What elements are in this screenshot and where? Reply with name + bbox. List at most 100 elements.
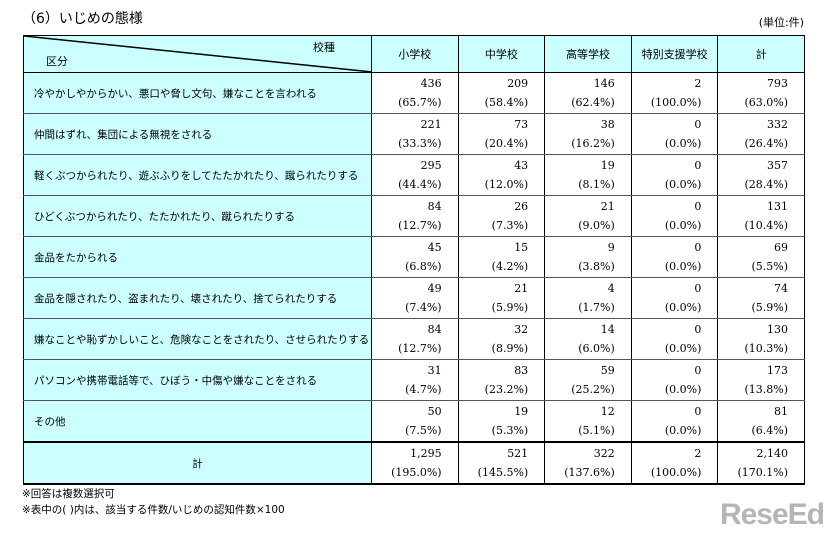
percent: (58.4%) — [484, 96, 529, 109]
column-header: 高等学校 — [544, 35, 632, 73]
value-cell: 221 (33.3%) — [371, 113, 459, 155]
count: 69 — [774, 241, 788, 254]
page-title: （6）いじめの態様 — [22, 11, 143, 27]
value-cell: 38 (16.2%) — [544, 113, 632, 155]
count: 84 — [427, 323, 442, 336]
percent: (26.4%) — [744, 137, 788, 150]
row-label: その他 — [23, 400, 372, 443]
count: 45 — [427, 241, 442, 254]
column-header: 計 — [717, 35, 805, 73]
percent: (0.0%) — [664, 219, 702, 232]
row-label: 軽くぶつかられたり、遊ぶふりをしてたたかれたり、蹴られたりする — [23, 154, 372, 196]
value-cell: 0 (0.0%) — [630, 400, 719, 443]
value-cell: 83 (23.2%) — [457, 359, 546, 401]
column-header: 特別支援学校 — [630, 35, 719, 73]
table-row: 仲間はずれ、集団による無視をされる 221 (33.3%) 73 (20.4%) 38 (1… — [23, 113, 805, 155]
percent: (63.0%) — [744, 96, 788, 109]
percent: (0.0%) — [664, 342, 702, 355]
count: 173 — [767, 364, 788, 377]
count: 131 — [767, 200, 788, 213]
table-row: ひどくぶつかられたり、たたかれたり、蹴られたりする 84 (12.7%) 26 (7.3… — [23, 195, 805, 237]
value-cell: 0 (0.0%) — [630, 195, 719, 237]
corner-header: 校種 区分 — [23, 35, 372, 73]
row-label: 金品を隠されたり、盗まれたり、壊されたり、捨てられたりする — [23, 277, 372, 319]
percent: (6.0%) — [578, 342, 615, 355]
value-cell: 84 (12.7%) — [371, 195, 459, 237]
percent: (5.1%) — [578, 424, 615, 437]
percent: (28.4%) — [744, 178, 788, 191]
percent: (23.2%) — [484, 383, 529, 396]
watermark-logo: ReseEd — [719, 498, 825, 531]
percent: (4.7%) — [405, 383, 442, 396]
count: 521 — [507, 447, 529, 460]
footnote: ※回答は複数選択可 — [22, 488, 115, 500]
value-cell: 4 (1.7%) — [544, 277, 632, 319]
percent: (7.3%) — [491, 219, 529, 232]
percent: (12.7%) — [398, 219, 442, 232]
footnote: ※表中の( )内は、該当する件数/いじめの認知件数×100 — [22, 504, 285, 516]
percent: (5.3%) — [491, 424, 529, 437]
percent: (100.0%) — [650, 466, 702, 479]
bullying-types-table: 校種 区分 小学校 中学校 高等学校 特別支援学校 計 冷やかしやからかい、悪口… — [23, 35, 805, 485]
value-cell: 19 (8.1%) — [544, 154, 632, 196]
percent: (12.7%) — [398, 342, 442, 355]
row-label: 計 — [23, 441, 372, 485]
count: 0 — [694, 323, 702, 336]
percent: (12.0%) — [484, 178, 529, 191]
corner-bottom-label: 区分 — [46, 55, 68, 68]
percent: (137.6%) — [564, 466, 615, 479]
value-cell: 2 (100.0%) — [630, 441, 719, 485]
value-cell: 0 (0.0%) — [630, 236, 719, 278]
table-row: 軽くぶつかられたり、遊ぶふりをしてたたかれたり、蹴られたりする 295 (44.4%… — [23, 154, 805, 196]
row-label: 金品をたかられる — [23, 236, 372, 278]
count: 43 — [514, 159, 529, 172]
percent: (10.4%) — [744, 219, 788, 232]
count: 130 — [767, 323, 788, 336]
count: 0 — [694, 241, 702, 254]
value-cell: 31 (4.7%) — [371, 359, 459, 401]
percent: (8.9%) — [491, 342, 529, 355]
count: 2 — [694, 77, 702, 90]
table-row: 金品を隠されたり、盗まれたり、壊されたり、捨てられたりする 49 (7.4%) 21 (… — [23, 277, 805, 319]
percent: (44.4%) — [398, 178, 442, 191]
count: 38 — [600, 118, 615, 131]
table-row: パソコンや携帯電話等で、ひぼう・中傷や嫌なことをされる 31 (4.7%) 83 (23… — [23, 359, 805, 401]
count: 0 — [694, 118, 702, 131]
percent: (0.0%) — [664, 178, 702, 191]
percent: (170.1%) — [737, 466, 788, 479]
percent: (0.0%) — [664, 424, 702, 437]
count: 436 — [420, 77, 442, 90]
count: 357 — [767, 159, 788, 172]
percent: (13.8%) — [744, 383, 788, 396]
value-cell: 14 (6.0%) — [544, 318, 632, 360]
unit-label: (単位:件) — [758, 16, 804, 29]
percent: (3.8%) — [578, 260, 615, 273]
value-cell: 69 (5.5%) — [717, 236, 805, 278]
percent: (5.9%) — [491, 301, 529, 314]
value-cell: 131 (10.4%) — [717, 195, 805, 237]
value-cell: 49 (7.4%) — [371, 277, 459, 319]
percent: (10.3%) — [744, 342, 788, 355]
count: 73 — [514, 118, 529, 131]
count: 2,140 — [756, 447, 789, 460]
count: 322 — [593, 447, 615, 460]
value-cell: 295 (44.4%) — [371, 154, 459, 196]
value-cell: 332 (26.4%) — [717, 113, 805, 155]
count: 84 — [427, 200, 442, 213]
percent: (0.0%) — [664, 137, 702, 150]
row-label: 嫌なことや恥ずかしいこと、危険なことをされたり、させられたりする — [23, 318, 372, 360]
row-label: 冷やかしやからかい、悪口や脅し文句、嫌なことを言われる — [23, 72, 372, 114]
value-cell: 793 (63.0%) — [717, 72, 805, 114]
count: 21 — [600, 200, 615, 213]
value-cell: 73 (20.4%) — [457, 113, 546, 155]
count: 146 — [593, 77, 615, 90]
value-cell: 436 (65.7%) — [371, 72, 459, 114]
value-cell: 59 (25.2%) — [544, 359, 632, 401]
value-cell: 21 (9.0%) — [544, 195, 632, 237]
value-cell: 322 (137.6%) — [544, 441, 632, 485]
count: 19 — [600, 159, 615, 172]
count: 31 — [427, 364, 442, 377]
footnotes: ※回答は複数選択可 ※表中の( )内は、該当する件数/いじめの認知件数×100 — [22, 486, 285, 518]
table-row: その他 50 (7.5%) 19 (5.3%) 12 (5.1%) 0 (0.0%) 81 (6.4… — [23, 400, 805, 443]
value-cell: 45 (6.8%) — [371, 236, 459, 278]
